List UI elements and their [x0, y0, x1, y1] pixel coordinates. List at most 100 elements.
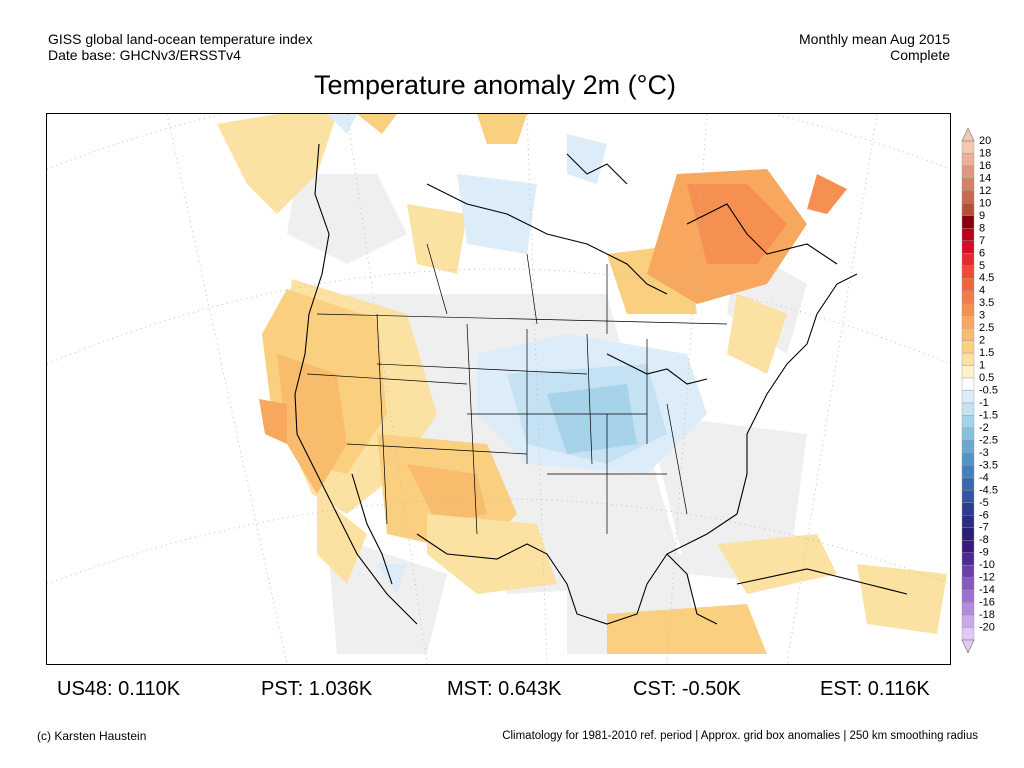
colorbar-label: -16	[979, 597, 995, 609]
colorbar-swatch	[961, 278, 975, 291]
colorbar-swatch	[961, 589, 975, 603]
colorbar-label: 2.5	[979, 322, 994, 334]
colorbar-label: -12	[979, 572, 995, 584]
colorbar-label: 7	[979, 235, 985, 247]
credit: (c) Karsten Haustein	[37, 729, 147, 743]
colorbar-label: 1	[979, 360, 985, 372]
colorbar-swatch	[961, 153, 975, 167]
warm-anomaly-areas	[217, 114, 947, 654]
colorbar-label: 2	[979, 335, 985, 347]
dataset-title: GISS global land-ocean temperature index	[48, 31, 313, 47]
colorbar-swatch	[961, 190, 975, 204]
colorbar-swatch	[961, 390, 975, 404]
colorbar-swatch	[961, 140, 975, 154]
colorbar-swatch	[961, 352, 975, 366]
colorbar-label: -4	[979, 472, 989, 484]
colorbar-swatch	[961, 315, 975, 329]
colorbar-label: 0.5	[979, 372, 994, 384]
colorbar-label: -10	[979, 559, 995, 571]
colorbar-label: -1.5	[979, 409, 998, 421]
status-label: Complete	[890, 47, 950, 63]
region-cst: CST: -0.50K	[633, 678, 741, 700]
colorbar-label: 10	[979, 197, 991, 209]
colorbar-bottom-arrow	[961, 639, 975, 653]
colorbar-label: -3.5	[979, 459, 998, 471]
colorbar-swatch	[961, 427, 975, 441]
region-us48: US48: 0.110K	[57, 678, 181, 700]
colorbar-swatches	[961, 140, 975, 641]
climatology-note: Climatology for 1981-2010 ref. period | …	[502, 730, 978, 742]
colorbar-label: -2.5	[979, 434, 998, 446]
colorbar-swatch	[961, 564, 975, 578]
colorbar-label: 9	[979, 210, 985, 222]
period-label: Monthly mean Aug 2015	[799, 31, 950, 47]
colorbar-label: -4.5	[979, 484, 998, 496]
colorbar-swatch	[961, 515, 975, 528]
colorbar-label: 3.5	[979, 297, 994, 309]
colorbar-label: 4	[979, 285, 985, 297]
database-label: Date base: GHCNv3/ERSSTv4	[48, 47, 241, 63]
colorbar-label: -6	[979, 509, 989, 521]
colorbar-swatch	[961, 290, 975, 304]
colorbar-label: 20	[979, 135, 991, 147]
colorbar-label: 1.5	[979, 347, 994, 359]
map-title: Temperature anomaly 2m (°C)	[314, 70, 676, 100]
colorbar-swatch	[961, 253, 975, 266]
colorbar-label: -3	[979, 447, 989, 459]
colorbar-swatch	[961, 365, 975, 379]
header-right: Monthly mean Aug 2015 Complete	[799, 31, 950, 63]
colorbar-swatch	[961, 265, 975, 279]
colorbar-swatch	[961, 552, 975, 566]
colorbar-label: -0.5	[979, 385, 998, 397]
header-left: GISS global land-ocean temperature index…	[48, 31, 313, 63]
colorbar-label: -14	[979, 584, 995, 596]
regional-means: US48: 0.110K PST: 1.036K MST: 0.643K CST…	[0, 678, 1024, 706]
region-est: EST: 0.116K	[820, 678, 930, 700]
colorbar-label: -9	[979, 547, 989, 559]
colorbar-swatch	[961, 327, 975, 341]
colorbar-swatch	[961, 178, 975, 192]
colorbar-swatch	[961, 402, 975, 416]
colorbar-swatch	[961, 302, 975, 316]
colorbar-label: 14	[979, 172, 991, 184]
region-pst: PST: 1.036K	[261, 678, 373, 700]
colorbar-swatch	[961, 452, 975, 466]
colorbar-swatch	[961, 377, 975, 391]
colorbar-label: -5	[979, 497, 989, 509]
colorbar: 201816141210987654.543.532.521.510.5-0.5…	[961, 128, 998, 653]
colorbar-swatch	[961, 240, 975, 254]
colorbar-swatch	[961, 228, 975, 241]
colorbar-label: 3	[979, 310, 985, 322]
graticule	[47, 114, 950, 664]
colorbar-swatch	[961, 627, 975, 641]
colorbar-swatch	[961, 465, 975, 479]
colorbar-top-arrow	[961, 128, 975, 142]
colorbar-swatch	[961, 215, 975, 229]
colorbar-swatch	[961, 502, 975, 516]
colorbar-swatch	[961, 602, 975, 616]
colorbar-label: -18	[979, 609, 995, 621]
colorbar-swatch	[961, 477, 975, 491]
colorbar-swatch	[961, 415, 975, 429]
state-borders	[306, 243, 728, 535]
colorbar-label: -20	[979, 622, 995, 634]
colorbar-swatch	[961, 527, 975, 541]
colorbar-label: 5	[979, 260, 985, 272]
colorbar-label: 16	[979, 160, 991, 172]
colorbar-label: -7	[979, 522, 989, 534]
colorbar-label: 18	[979, 147, 991, 159]
colorbar-label: -1	[979, 397, 989, 409]
colorbar-swatch	[961, 165, 975, 179]
colorbar-label: 8	[979, 222, 985, 234]
cool-anomaly-areas	[327, 114, 707, 594]
colorbar-swatch	[961, 540, 975, 553]
colorbar-swatch	[961, 490, 975, 503]
colorbar-swatch	[961, 614, 975, 628]
colorbar-label: 12	[979, 185, 991, 197]
colorbar-swatch	[961, 440, 975, 454]
anomaly-map	[46, 113, 951, 665]
colorbar-labels: 201816141210987654.543.532.521.510.5-0.5…	[979, 135, 998, 634]
colorbar-label: 6	[979, 247, 985, 259]
colorbar-label: -8	[979, 534, 989, 546]
colorbar-swatch	[961, 340, 975, 354]
